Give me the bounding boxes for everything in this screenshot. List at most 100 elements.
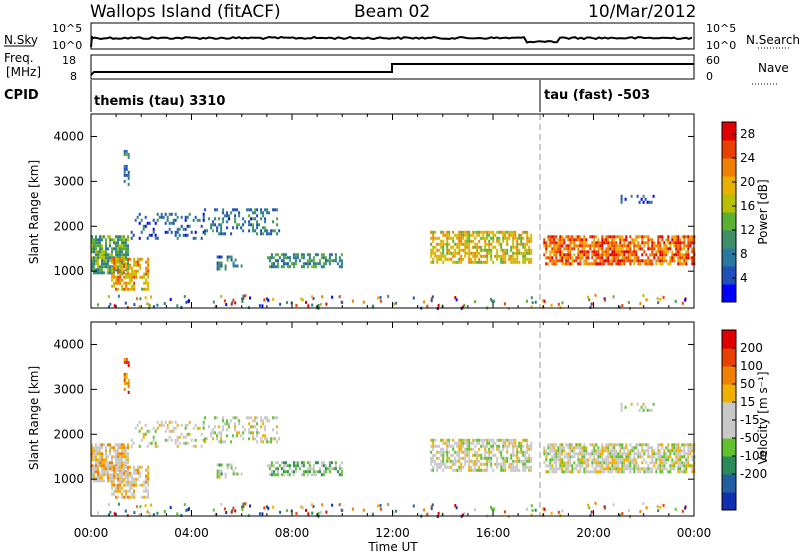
range-cell xyxy=(597,244,600,248)
range-cell xyxy=(125,375,128,379)
range-cell xyxy=(156,236,159,240)
range-cell xyxy=(486,251,489,255)
range-cell xyxy=(599,259,602,263)
range-cell xyxy=(264,434,267,438)
range-cell xyxy=(270,229,273,233)
range-cell xyxy=(91,259,93,263)
range-cell xyxy=(117,287,120,291)
range-cell xyxy=(623,259,626,263)
range-cell xyxy=(625,238,628,242)
range-cell xyxy=(689,238,692,242)
range-cell xyxy=(599,262,602,266)
range-cell xyxy=(514,465,517,469)
range-cell xyxy=(526,248,529,252)
range-cell xyxy=(133,471,136,475)
range-cell xyxy=(607,458,610,462)
range-cell xyxy=(466,447,469,451)
range-cell xyxy=(673,464,676,468)
range-cell xyxy=(306,262,309,266)
range-cell xyxy=(260,232,263,236)
range-cell xyxy=(597,470,600,474)
range-cell xyxy=(555,461,558,465)
range-cell xyxy=(458,230,461,234)
range-cell xyxy=(440,245,443,249)
range-cell xyxy=(502,456,505,460)
range-cell xyxy=(226,258,229,262)
range-cell xyxy=(296,256,299,260)
range-cell xyxy=(585,244,588,248)
range-cell xyxy=(569,241,572,245)
range-cell xyxy=(246,416,249,420)
range-cell xyxy=(117,257,120,261)
range-cell xyxy=(252,434,255,438)
range-cell xyxy=(266,256,269,260)
range-cell xyxy=(490,257,493,261)
range-cell xyxy=(326,467,329,471)
range-cell xyxy=(302,461,305,465)
range-cell xyxy=(621,247,624,251)
range-cell xyxy=(507,307,510,311)
range-cell xyxy=(681,256,684,260)
range-cell xyxy=(99,247,101,251)
range-cell xyxy=(338,259,341,263)
range-cell xyxy=(476,459,479,463)
range-cell xyxy=(320,253,323,257)
range-cell xyxy=(460,465,463,469)
range-cell xyxy=(458,245,461,249)
range-cell xyxy=(573,446,576,450)
range-cell xyxy=(594,293,597,297)
range-cell xyxy=(663,449,666,453)
range-cell xyxy=(127,489,130,493)
range-cell xyxy=(131,492,134,496)
range-cell xyxy=(490,297,492,301)
range-cell xyxy=(470,465,473,469)
range-cell xyxy=(458,233,461,237)
range-cell xyxy=(512,465,515,469)
range-cell xyxy=(593,443,596,447)
range-cell xyxy=(512,260,515,264)
range-cell xyxy=(563,247,566,251)
range-cell xyxy=(585,250,588,254)
range-cell xyxy=(446,230,449,234)
range-cell xyxy=(436,248,439,252)
range-cell xyxy=(581,461,584,465)
range-cell xyxy=(117,260,120,264)
range-cell xyxy=(105,446,107,450)
range-cell xyxy=(272,473,275,477)
range-cell xyxy=(577,247,580,251)
range-cell xyxy=(613,443,616,447)
range-cell xyxy=(318,262,321,266)
range-cell xyxy=(550,511,553,515)
range-cell xyxy=(95,479,97,483)
range-cell xyxy=(133,287,136,291)
range-cell xyxy=(169,298,172,301)
range-cell xyxy=(613,452,616,456)
range-cell xyxy=(214,416,217,420)
range-cell xyxy=(510,456,513,460)
range-cell xyxy=(685,461,688,465)
range-cell xyxy=(310,265,313,269)
colorbar-segment xyxy=(722,366,736,385)
range-cell xyxy=(518,459,521,463)
range-cell xyxy=(202,218,205,222)
range-cell xyxy=(500,438,503,442)
range-cell xyxy=(103,265,105,269)
range-cell xyxy=(458,453,461,457)
range-cell xyxy=(109,449,111,453)
range-cell xyxy=(514,441,517,445)
range-cell xyxy=(635,244,638,248)
range-cell xyxy=(625,250,628,254)
range-cell xyxy=(168,212,171,216)
range-cell xyxy=(597,449,600,453)
range-cell xyxy=(683,244,686,248)
range-cell xyxy=(139,474,142,478)
range-cell xyxy=(146,302,149,306)
range-cell xyxy=(569,461,572,465)
y-tick-label: 4000 xyxy=(53,129,84,143)
range-cell xyxy=(549,253,552,257)
range-cell xyxy=(317,303,320,307)
range-cell xyxy=(627,244,630,248)
range-cell xyxy=(601,461,604,465)
range-cell xyxy=(139,483,142,487)
range-cell xyxy=(458,468,461,472)
